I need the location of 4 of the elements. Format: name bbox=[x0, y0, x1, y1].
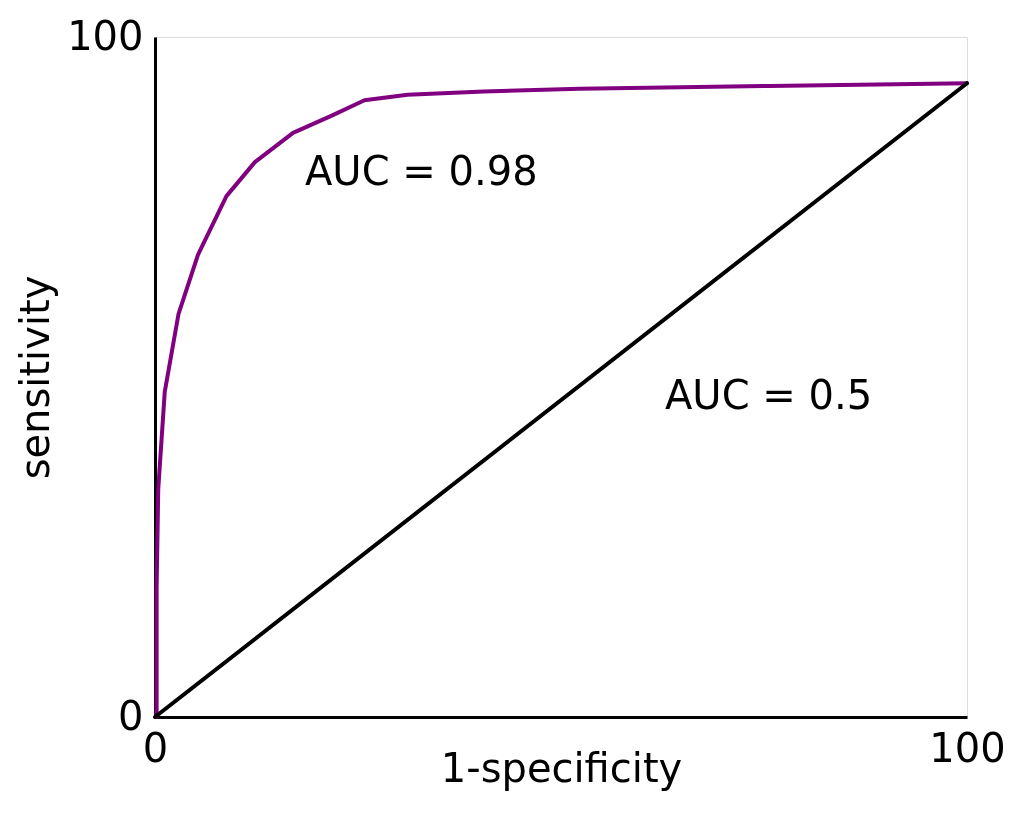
x-axis-title: 1-specificity bbox=[440, 744, 683, 791]
annotation: AUC = 0.98 bbox=[305, 148, 538, 194]
y-axis-title: sensitivity bbox=[12, 275, 59, 480]
annotation: AUC = 0.5 bbox=[665, 372, 873, 418]
